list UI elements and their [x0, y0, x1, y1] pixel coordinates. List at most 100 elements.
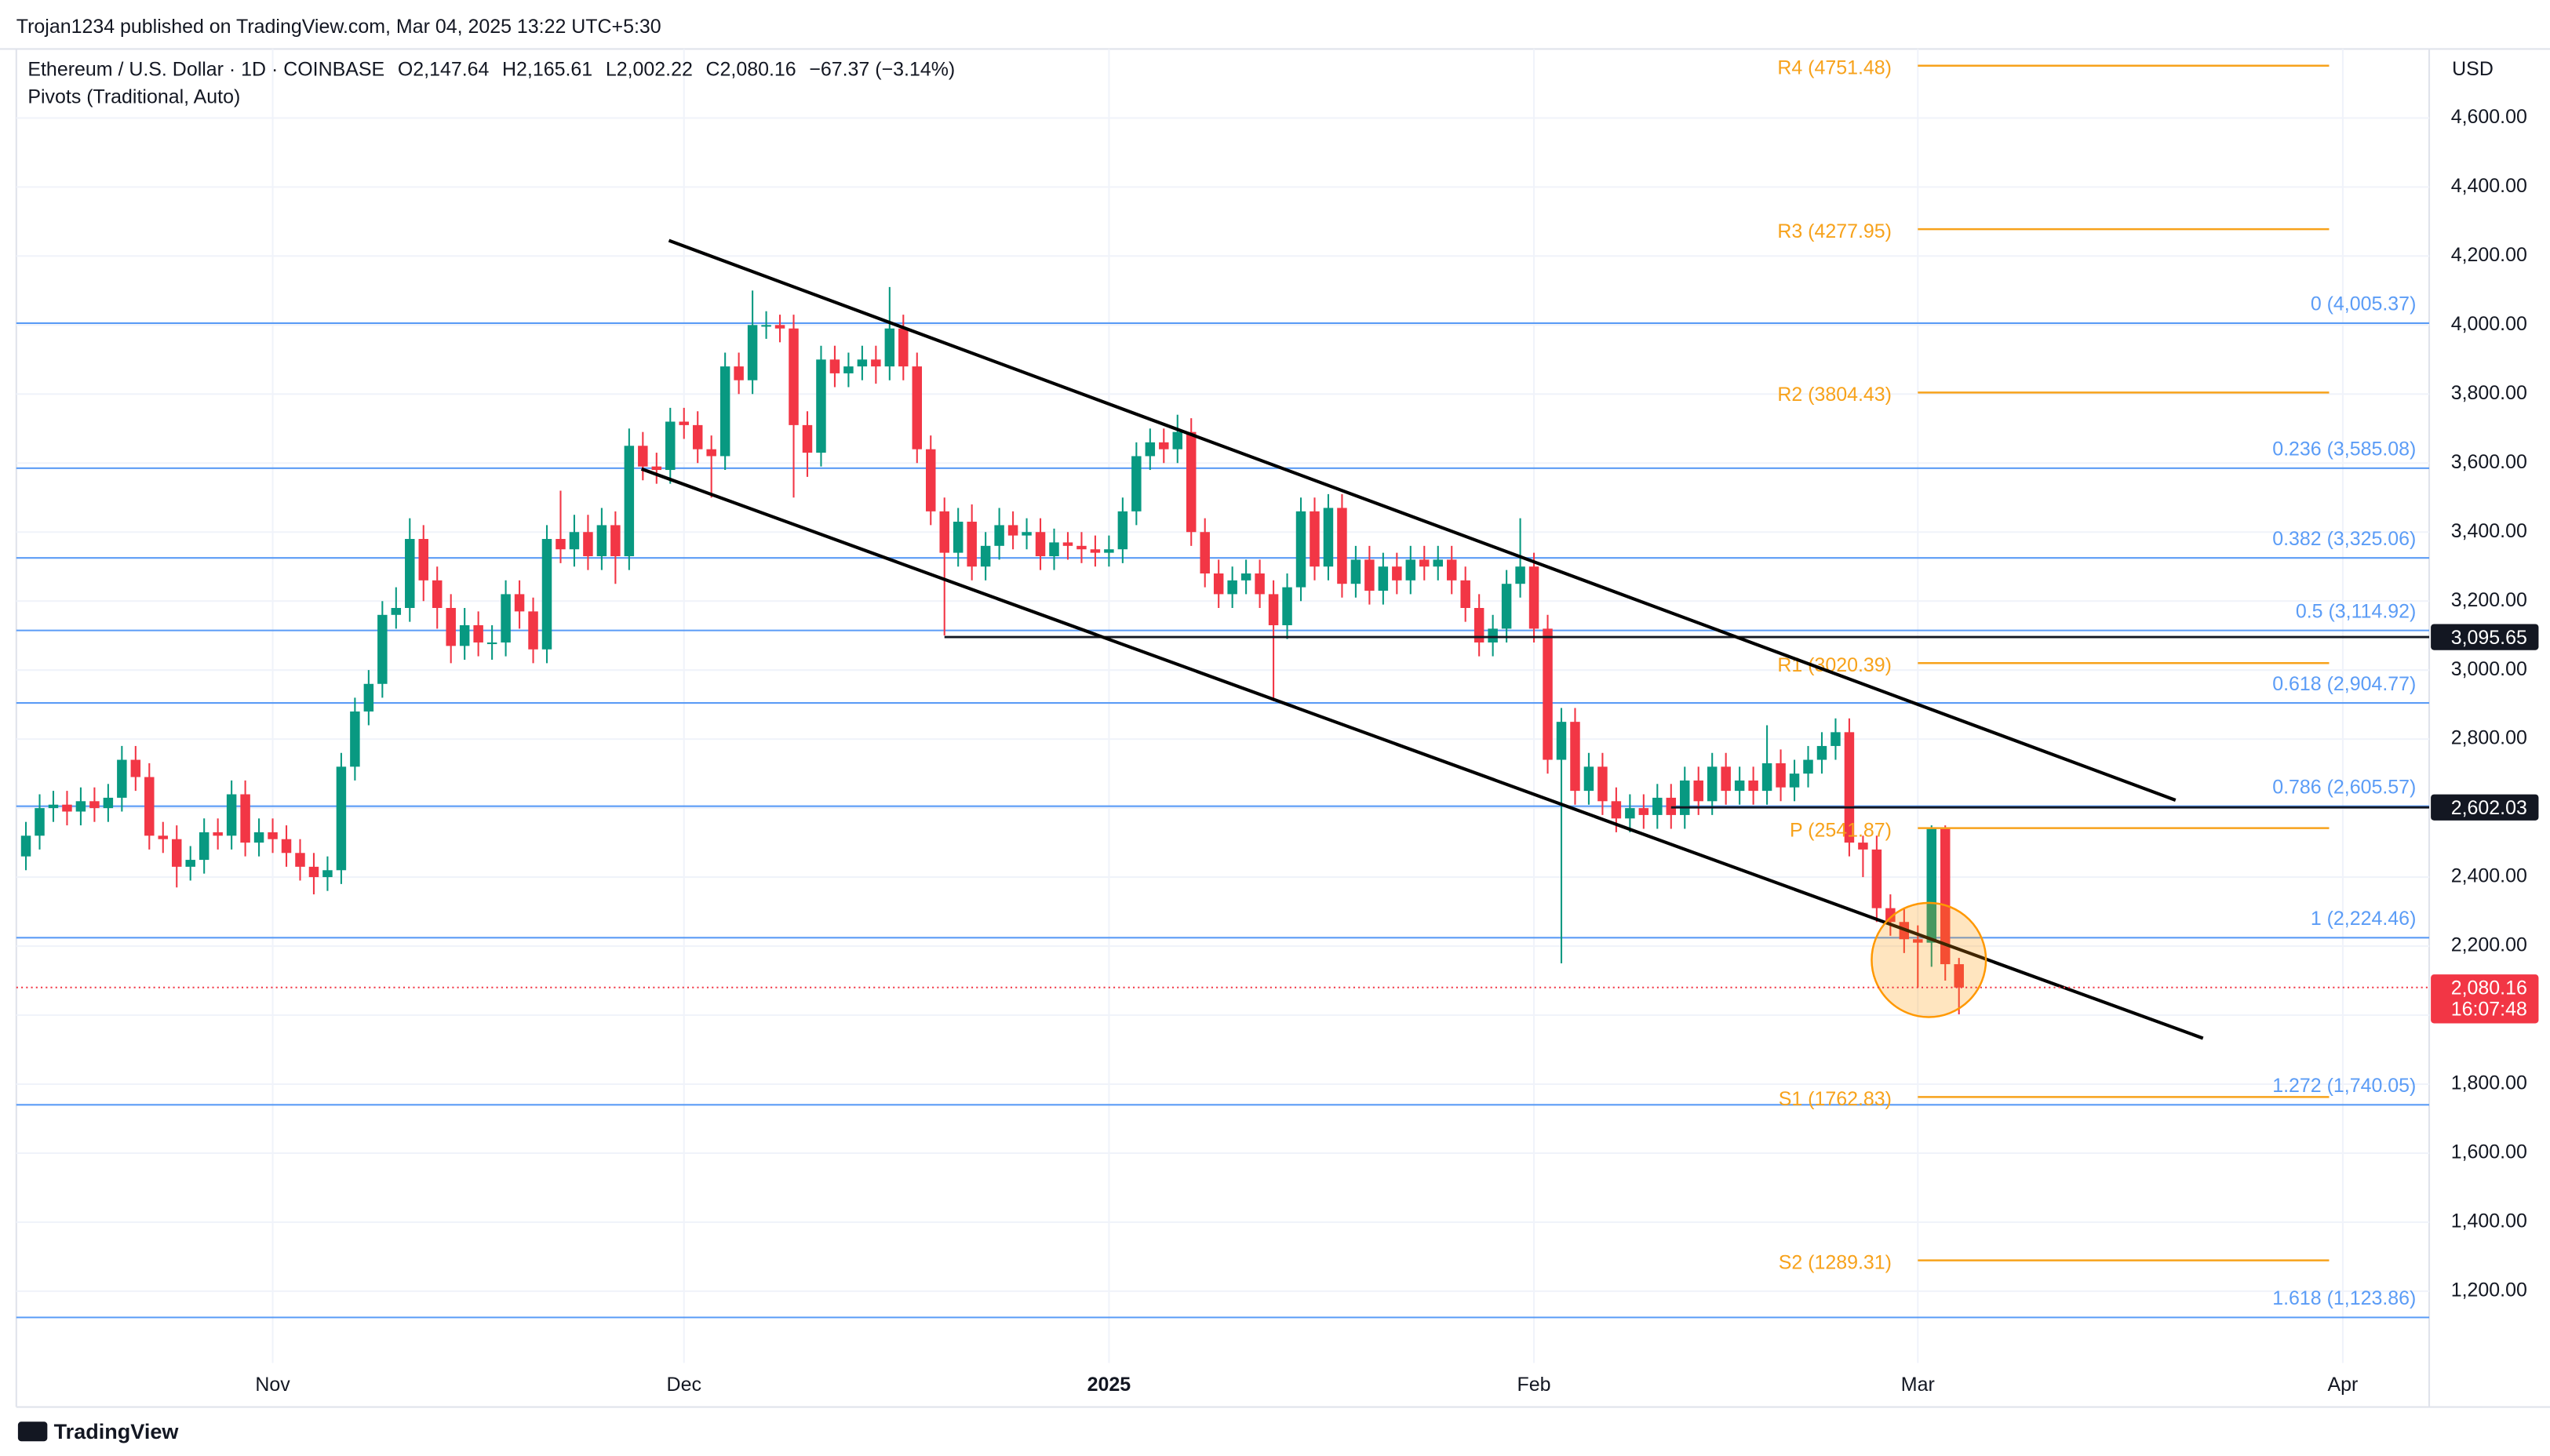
- trend-line: [640, 467, 2204, 1040]
- candle-body: [651, 466, 662, 471]
- countdown-label: 16:07:48: [2451, 998, 2527, 1020]
- candle-body: [473, 624, 483, 642]
- candle-body: [446, 607, 456, 646]
- y-tick-label: 2,400.00: [2451, 865, 2527, 887]
- candle-body: [774, 325, 785, 329]
- fib-label: 0.618 (2,904.77): [2272, 673, 2416, 695]
- y-tick-label: 4,600.00: [2451, 106, 2527, 128]
- candle-body: [1405, 559, 1416, 581]
- candle-body: [432, 580, 443, 608]
- y-tick-label: 2,800.00: [2451, 727, 2527, 749]
- candle-body: [130, 759, 141, 777]
- candle-body: [1885, 908, 1896, 923]
- y-tick-label: 3,800.00: [2451, 382, 2527, 404]
- candle-body: [665, 421, 676, 471]
- candle-body: [610, 525, 621, 557]
- candle-body: [1419, 559, 1430, 567]
- candle-body: [1022, 532, 1032, 536]
- candle-body: [336, 766, 347, 871]
- candle-body: [377, 614, 388, 684]
- candle-body: [1350, 559, 1361, 584]
- y-tick-label: 3,600.00: [2451, 451, 2527, 473]
- candle-body: [1295, 511, 1306, 588]
- candle-body: [1789, 774, 1800, 788]
- fib-label: 0.786 (2,605.57): [2272, 776, 2416, 798]
- candle-body: [1392, 566, 1402, 581]
- y-tick-label: 2,200.00: [2451, 934, 2527, 956]
- candle-body: [1940, 828, 1951, 965]
- fib-label: 0.236 (3,585.08): [2272, 439, 2416, 460]
- candle-body: [980, 545, 991, 567]
- candle-body: [679, 421, 689, 425]
- candle-body: [75, 801, 86, 812]
- candle-body: [213, 832, 223, 836]
- candle-body: [719, 366, 730, 457]
- candle-body: [1707, 766, 1718, 802]
- candle-body: [1844, 732, 1855, 843]
- candle-body: [829, 359, 840, 373]
- candle-body: [514, 594, 525, 612]
- last-price-label: 2,080.16: [2451, 977, 2527, 999]
- candle-body: [1625, 808, 1635, 819]
- candle-body: [391, 607, 402, 615]
- candle-body: [939, 511, 949, 553]
- candle-body: [541, 539, 552, 650]
- fib-label: 1.272 (1,740.05): [2272, 1075, 2416, 1097]
- y-tick-label: 4,200.00: [2451, 244, 2527, 266]
- candle-body: [1556, 722, 1567, 760]
- candle-body: [1652, 797, 1663, 815]
- candle-body: [1131, 456, 1142, 511]
- candle-body: [350, 711, 360, 767]
- legend-change: −67.37 (−3.14%): [809, 58, 955, 80]
- x-tick-label: Dec: [667, 1374, 701, 1396]
- candle-body: [1186, 431, 1197, 533]
- candle-body: [747, 325, 758, 380]
- y-tick-label: 3,200.00: [2451, 589, 2527, 611]
- x-tick-label: Mar: [1901, 1374, 1935, 1396]
- candle-body: [1145, 442, 1156, 457]
- price-tag-label: 2,602.03: [2451, 797, 2527, 819]
- candle-body: [857, 359, 868, 367]
- candle-body: [1240, 573, 1251, 581]
- candle-body: [89, 801, 100, 809]
- candle-body: [1200, 532, 1210, 574]
- candle-body: [405, 539, 415, 608]
- last-price-tag: [2431, 974, 2539, 1024]
- candle-body: [926, 449, 936, 511]
- indicator-legend: Pivots (Traditional, Auto): [27, 86, 240, 107]
- candle-body: [734, 366, 744, 380]
- candle-body: [295, 853, 305, 867]
- candle-body: [1761, 763, 1772, 792]
- candle-body: [1721, 766, 1731, 792]
- candle-body: [1433, 559, 1443, 567]
- candle-body: [308, 866, 319, 878]
- candle-body: [1104, 549, 1114, 553]
- candle-body: [556, 539, 566, 550]
- pivot-label: R2 (3804.43): [1777, 384, 1892, 406]
- x-tick-label: Feb: [1517, 1374, 1551, 1396]
- legend-open: O2,147.64: [398, 58, 490, 80]
- candle-body: [1693, 780, 1703, 802]
- fib-label: 0.382 (3,325.06): [2272, 528, 2416, 550]
- candle-body: [1734, 780, 1745, 792]
- candle-body: [268, 832, 278, 839]
- candle-body: [802, 424, 813, 453]
- candle-body: [103, 797, 114, 809]
- candle-body: [1460, 580, 1470, 608]
- fib-label: 1.618 (1,123.86): [2272, 1287, 2416, 1309]
- legend-close: C2,080.16: [705, 58, 796, 80]
- candle-body: [144, 777, 155, 836]
- x-tick-label: Apr: [2328, 1374, 2359, 1396]
- candle-body: [20, 835, 31, 857]
- candle-body: [706, 449, 716, 457]
- price-tag-label: 3,095.65: [2451, 627, 2527, 649]
- currency: USD: [2452, 58, 2494, 80]
- y-tick-label: 4,000.00: [2451, 313, 2527, 335]
- candle-body: [528, 611, 538, 650]
- candle-body: [1954, 964, 1964, 988]
- pivot-label: P (2541.87): [1790, 819, 1892, 841]
- candle-body: [1035, 532, 1046, 557]
- candle-body: [1446, 559, 1457, 581]
- candle-body: [583, 532, 593, 557]
- candle-body: [596, 525, 607, 557]
